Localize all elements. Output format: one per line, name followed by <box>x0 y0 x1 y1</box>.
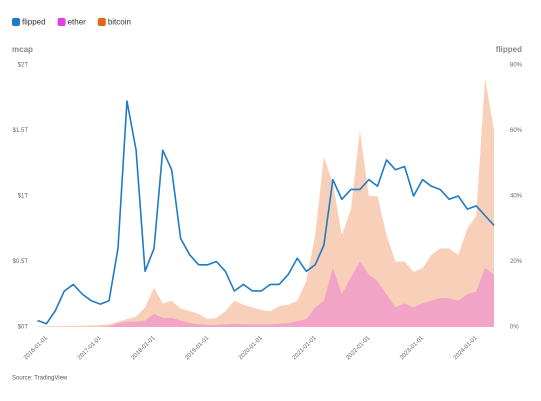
y2-tick-label: 20% <box>510 259 523 265</box>
legend-label: bitcoin <box>108 18 131 27</box>
source: Source: TradingView <box>12 376 68 382</box>
x-tick-label: 2023-01-01 <box>399 335 425 361</box>
area <box>37 78 495 327</box>
y2-tick-label: 40% <box>510 194 523 200</box>
x-tick-label: 2017-01-01 <box>77 335 103 361</box>
y-tick-label: $1.5T <box>13 128 29 134</box>
y-tick-label: $2T <box>18 63 29 69</box>
y-tick-label: $1T <box>18 194 29 200</box>
y-axis-title: mcap <box>12 45 33 54</box>
legend-swatch <box>12 18 20 26</box>
x-tick-label: 2022-01-01 <box>345 335 371 361</box>
y-tick-label: $0T <box>18 325 29 331</box>
line <box>37 100 495 325</box>
y2-tick-label: 60% <box>510 128 523 134</box>
y2-tick-label: 80% <box>510 63 523 69</box>
y-tick-label: $0.5T <box>13 259 29 265</box>
x-tick-label: 2021-01-01 <box>292 335 318 361</box>
x-tick-label: 2020-01-01 <box>238 335 264 361</box>
legend-label: ether <box>68 18 87 27</box>
legend-swatch <box>57 18 66 26</box>
area <box>37 261 495 327</box>
y2-axis-title: flipped <box>496 45 522 54</box>
x-tick-label: 2018-01-01 <box>131 335 157 361</box>
legend-label: flipped <box>22 18 46 27</box>
x-tick-label: 2019-01-01 <box>184 335 210 361</box>
x-tick-label: 2016-01-01 <box>23 335 49 361</box>
y2-tick-label: 0% <box>510 325 519 331</box>
legend-swatch <box>97 18 106 26</box>
x-tick-label: 2024-01-01 <box>453 335 479 361</box>
